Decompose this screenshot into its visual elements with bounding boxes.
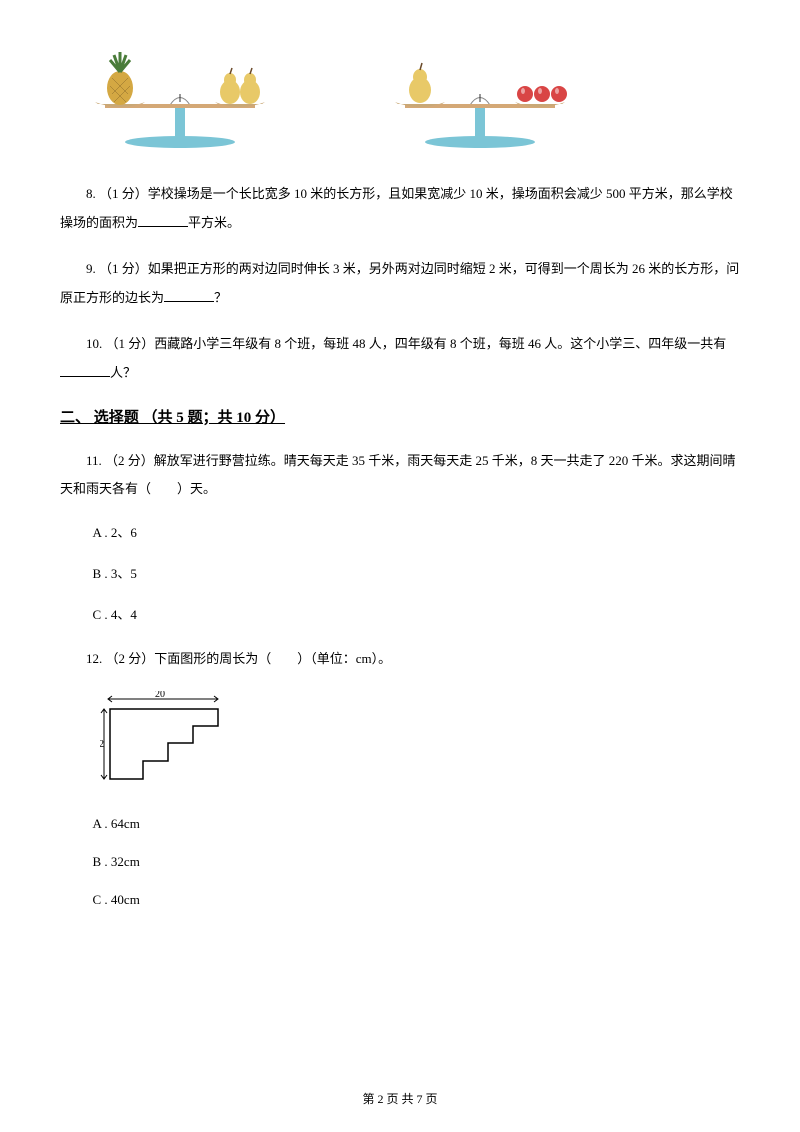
question-11-option-b: B . 3、5	[93, 563, 741, 582]
pear-3-top	[413, 69, 427, 85]
step-figure-svg: 20 12	[100, 691, 230, 786]
question-8: 8. （1 分）学校操场是一个长比宽多 10 米的长方形，且如果宽减少 10 米…	[60, 180, 740, 237]
apple-2	[534, 86, 550, 102]
pineapple-leaves	[110, 52, 130, 72]
question-10-text-before: 10. （1 分）西藏路小学三年级有 8 个班，每班 48 人，四年级有 8 个…	[86, 336, 726, 351]
apple-3-highlight	[555, 88, 559, 94]
question-11-option-a: A . 2、6	[93, 522, 741, 541]
apple-1	[517, 86, 533, 102]
apple-2-highlight	[538, 88, 542, 94]
top-dim-label: 20	[155, 691, 165, 700]
left-dim-label: 12	[100, 739, 104, 750]
question-12-option-a: A . 64cm	[93, 816, 741, 832]
question-8-text-after: 平方米。	[188, 215, 240, 230]
apple-3	[551, 86, 567, 102]
scales-illustration	[70, 50, 740, 150]
apple-1-highlight	[521, 88, 525, 94]
question-9-text-before: 9. （1 分）如果把正方形的两对边同时伸长 3 米，另外两对边同时缩短 2 米…	[60, 261, 739, 305]
scale-1	[70, 50, 290, 150]
question-10-blank	[60, 363, 110, 377]
scale-2-pillar	[475, 105, 485, 140]
pear-1-stem	[230, 68, 232, 74]
question-10: 10. （1 分）西藏路小学三年级有 8 个班，每班 48 人，四年级有 8 个…	[60, 330, 740, 387]
question-12: 12. （2 分）下面图形的周长为（ ）（单位：cm）。	[60, 645, 740, 674]
question-12-option-c: C . 40cm	[93, 892, 741, 908]
question-9: 9. （1 分）如果把正方形的两对边同时伸长 3 米，另外两对边同时缩短 2 米…	[60, 255, 740, 312]
step-shape	[110, 709, 218, 779]
question-10-text-after: 人？	[110, 365, 136, 380]
question-12-option-b: B . 32cm	[93, 854, 741, 870]
question-12-figure: 20 12	[100, 691, 740, 791]
pineapple-body	[107, 71, 133, 105]
pear-1-top	[224, 73, 236, 87]
pear-2-top	[244, 73, 256, 87]
scale-2	[370, 50, 590, 150]
question-9-blank	[164, 288, 214, 302]
scale-1-svg	[70, 50, 290, 150]
pear-2-stem	[250, 68, 252, 74]
question-8-blank	[138, 213, 188, 227]
pear-3-stem	[420, 63, 422, 70]
question-11: 11. （2 分）解放军进行野营拉练。晴天每天走 35 千米，雨天每天走 25 …	[60, 447, 740, 504]
question-11-option-c: C . 4、4	[93, 604, 741, 623]
section-2-header: 二、 选择题 （共 5 题；共 10 分）	[60, 406, 740, 427]
scale-1-pillar	[175, 105, 185, 140]
scale-2-svg	[370, 50, 590, 150]
question-9-text-after: ？	[214, 290, 227, 305]
page-footer: 第 2 页 共 7 页	[0, 1090, 800, 1107]
